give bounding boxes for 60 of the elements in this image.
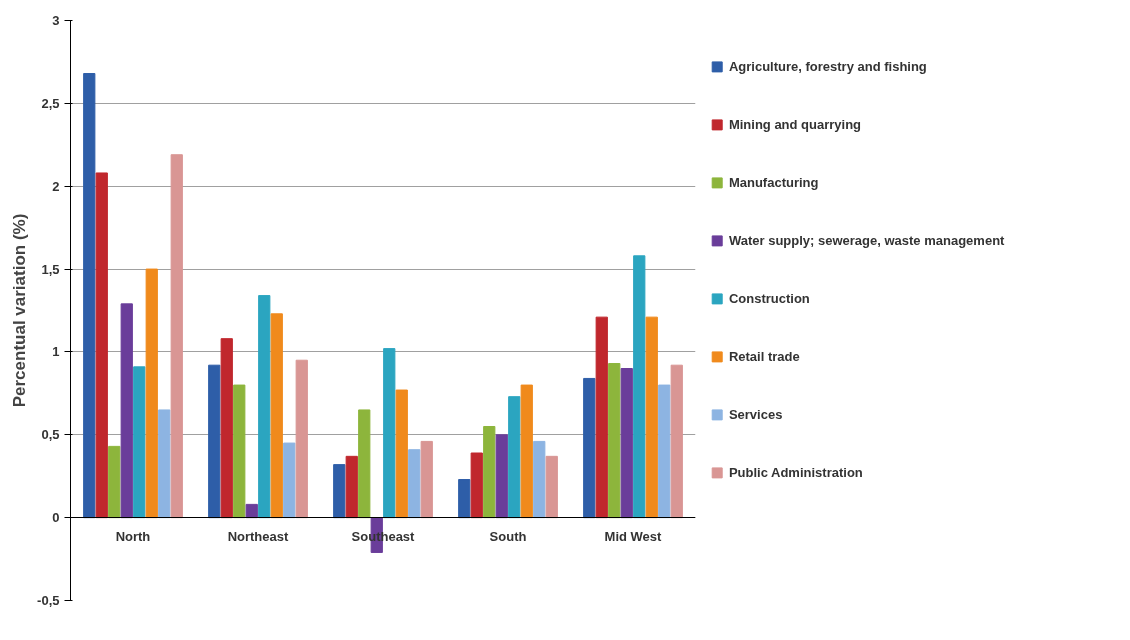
- bar: [208, 364, 221, 519]
- y-tick-label: -0,5: [37, 593, 60, 608]
- bar: [395, 389, 408, 519]
- bar: [533, 440, 546, 519]
- bar: [633, 255, 646, 519]
- bar: [420, 440, 433, 519]
- y-tick-label: 1,5: [41, 261, 60, 277]
- bar: [258, 295, 271, 519]
- bar: [95, 172, 108, 519]
- bar: [383, 348, 396, 519]
- bar: [508, 396, 521, 519]
- bar: [120, 303, 133, 519]
- bar: [658, 384, 671, 519]
- bar: [645, 316, 658, 519]
- bar: [483, 426, 496, 519]
- y-tick-label: 3: [52, 13, 60, 28]
- legend-label: Manufacturing: [728, 175, 819, 191]
- bar: [83, 73, 96, 519]
- legend-label: Agriculture, forestry and fishing: [728, 59, 927, 75]
- x-tick-label: Mid West: [604, 528, 663, 544]
- legend-label: Services: [728, 407, 783, 423]
- bar: [270, 313, 283, 519]
- bar: [545, 455, 558, 519]
- bar: [245, 503, 258, 519]
- legend-label: Mining and quarrying: [728, 117, 862, 133]
- legend-label: Water supply; sewerage, waste management: [728, 233, 1006, 249]
- y-axis-title: Percentual variation (%): [10, 213, 30, 408]
- bar: [283, 442, 296, 519]
- bar: [358, 409, 371, 519]
- x-tick-label: South: [489, 528, 527, 544]
- bar: [295, 359, 308, 519]
- bar: [470, 452, 483, 519]
- bar: [608, 363, 621, 519]
- y-tick-label: 0,5: [41, 427, 60, 443]
- bar: [670, 364, 683, 519]
- bar: [233, 384, 246, 519]
- bar: [170, 154, 183, 519]
- bar: [345, 455, 358, 519]
- x-tick-label: North: [115, 528, 151, 544]
- bar: [158, 409, 171, 519]
- y-tick-label: 1: [52, 344, 60, 360]
- bar: [620, 368, 633, 519]
- x-tick-label: Northeast: [227, 528, 290, 544]
- bar: [408, 449, 421, 519]
- bar: [133, 366, 146, 519]
- legend-label: Retail trade: [728, 349, 800, 365]
- bar: [595, 316, 608, 519]
- bar: [495, 434, 508, 519]
- legend-label: Construction: [728, 291, 810, 307]
- bar: [458, 479, 471, 519]
- bar: [108, 445, 121, 519]
- y-tick-label: 2: [52, 178, 60, 194]
- y-tick-label: 2,5: [41, 95, 60, 111]
- bar: [520, 384, 533, 519]
- bar: [145, 268, 158, 519]
- legend-label: Public Administration: [728, 465, 863, 481]
- bar: [583, 377, 596, 519]
- y-tick-label: 0: [52, 510, 60, 526]
- bar: [220, 338, 233, 519]
- bar: [333, 464, 346, 519]
